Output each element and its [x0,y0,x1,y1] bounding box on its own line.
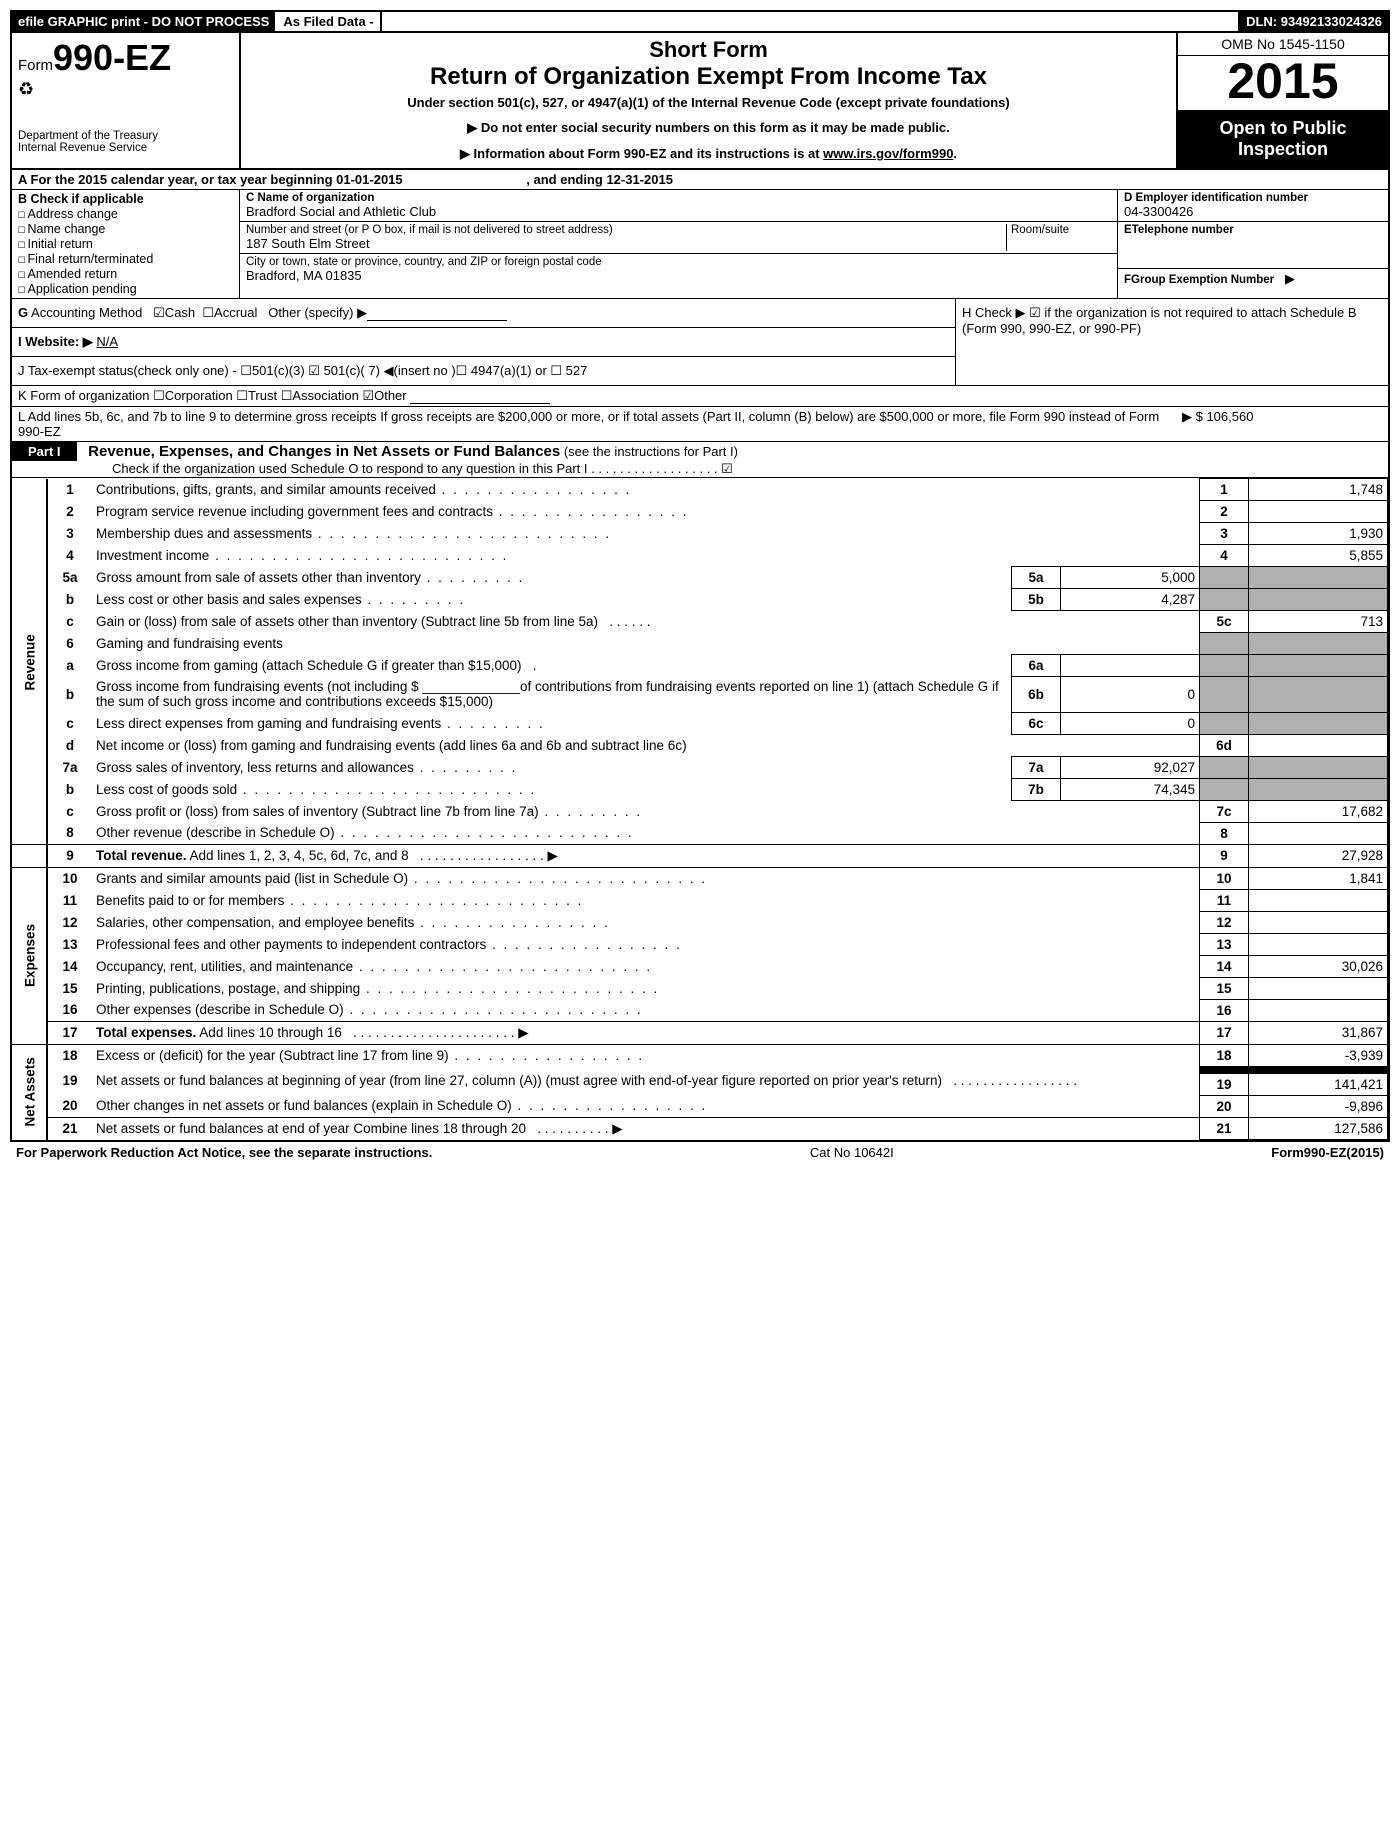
header-left: Form990-EZ ♻ Department of the Treasury … [12,33,241,168]
form-header: Form990-EZ ♻ Department of the Treasury … [12,33,1388,170]
gh-block: G Accounting Method ☑Cash ☐Accrual Other… [12,299,1388,386]
netassets-label: Net Assets [12,1044,47,1140]
row-i: I Website: ▶ N/A [12,327,955,356]
revenue-label: Revenue [12,479,47,845]
efile-notice: efile GRAPHIC print - DO NOT PROCESS [12,12,277,31]
top-bar: efile GRAPHIC print - DO NOT PROCESS As … [12,12,1388,33]
section-bcdef: B Check if applicable ☐Address change ☐N… [12,190,1388,299]
col-def: D Employer identification number 04-3300… [1117,190,1388,298]
header-right: OMB No 1545-1150 2015 Open to Public Ins… [1176,33,1388,168]
row-k: K Form of organization ☐Corporation ☐Tru… [12,386,1388,407]
recycle-icon: ♻ [18,79,233,100]
row-g: G Accounting Method ☑Cash ☐Accrual Other… [12,299,955,327]
part-1-header: Part I Revenue, Expenses, and Changes in… [12,442,1388,478]
row-h: H Check ▶ ☑ if the organization is not r… [955,299,1388,385]
col-c: C Name of organization Bradford Social a… [240,190,1117,298]
as-filed: As Filed Data - [277,12,381,31]
form-container: efile GRAPHIC print - DO NOT PROCESS As … [10,10,1390,1142]
col-b: B Check if applicable ☐Address change ☐N… [12,190,240,298]
row-a: A For the 2015 calendar year, or tax yea… [12,170,1388,190]
dln: DLN: 93492133024326 [1240,12,1388,31]
row-l: L Add lines 5b, 6c, and 7b to line 9 to … [12,407,1388,442]
lines-table: Revenue 1 Contributions, gifts, grants, … [12,478,1388,1140]
header-mid: Short Form Return of Organization Exempt… [241,33,1176,168]
footer: For Paperwork Reduction Act Notice, see … [10,1142,1390,1163]
expenses-label: Expenses [12,867,47,1044]
row-j: J Tax-exempt status(check only one) - ☐5… [12,356,955,385]
